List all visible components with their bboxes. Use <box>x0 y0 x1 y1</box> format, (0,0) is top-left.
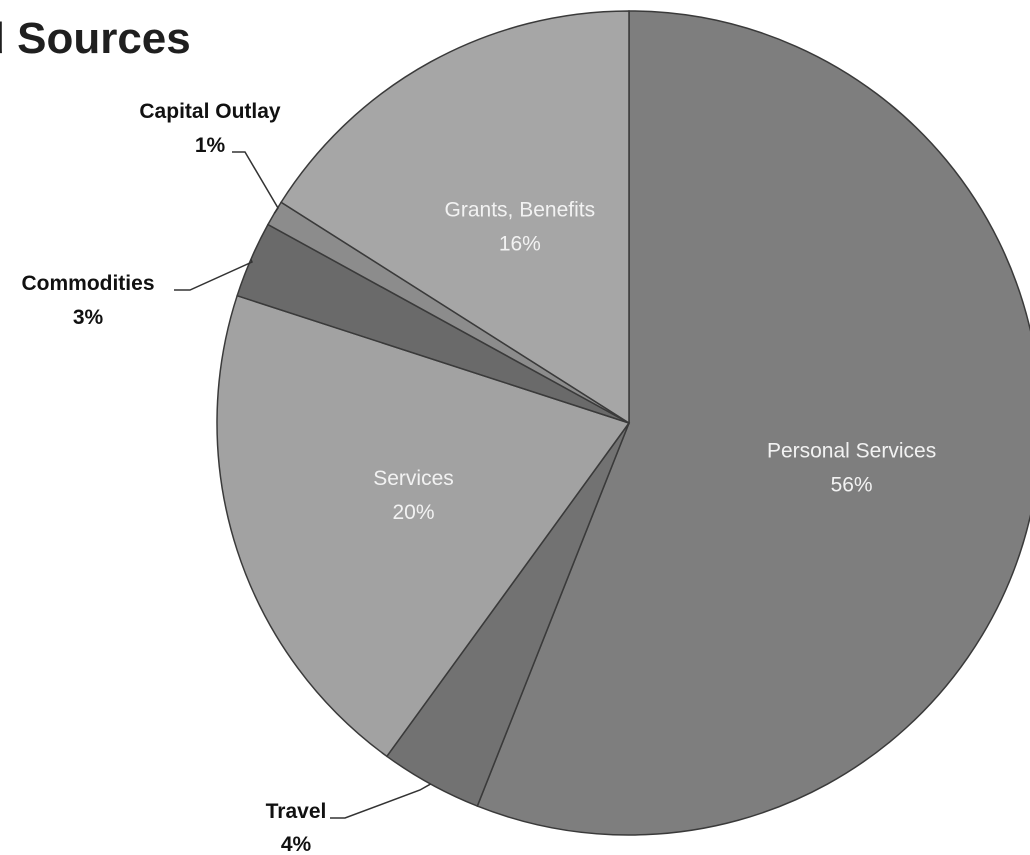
slice-labels: Personal Services 56% Travel 4% Services 20% C… <box>21 100 936 855</box>
slice-label-personal-services: Personal Services 56% <box>767 439 936 496</box>
slice-label-grants-benefits: Grants, Benefits 16% <box>445 198 596 255</box>
pie-slice-grants-benefits <box>280 10 630 425</box>
leader-line-travel <box>330 783 431 819</box>
pie-slice-personal-services <box>476 10 1030 836</box>
leader-line-capital-outlay <box>232 151 279 214</box>
leader-line-commodities <box>174 259 253 291</box>
slice-label-services: Services 20% <box>373 467 454 524</box>
leader-lines <box>174 151 431 819</box>
slice-label-capital-outlay: Capital Outlay 1% <box>139 100 281 157</box>
slice-label-commodities: Commodities 3% <box>21 272 154 329</box>
slice-label-travel: Travel 4% <box>266 800 327 855</box>
pie-slice-services <box>216 294 631 758</box>
chart-title: d Sources <box>0 14 191 63</box>
pie-slices <box>216 10 1030 836</box>
